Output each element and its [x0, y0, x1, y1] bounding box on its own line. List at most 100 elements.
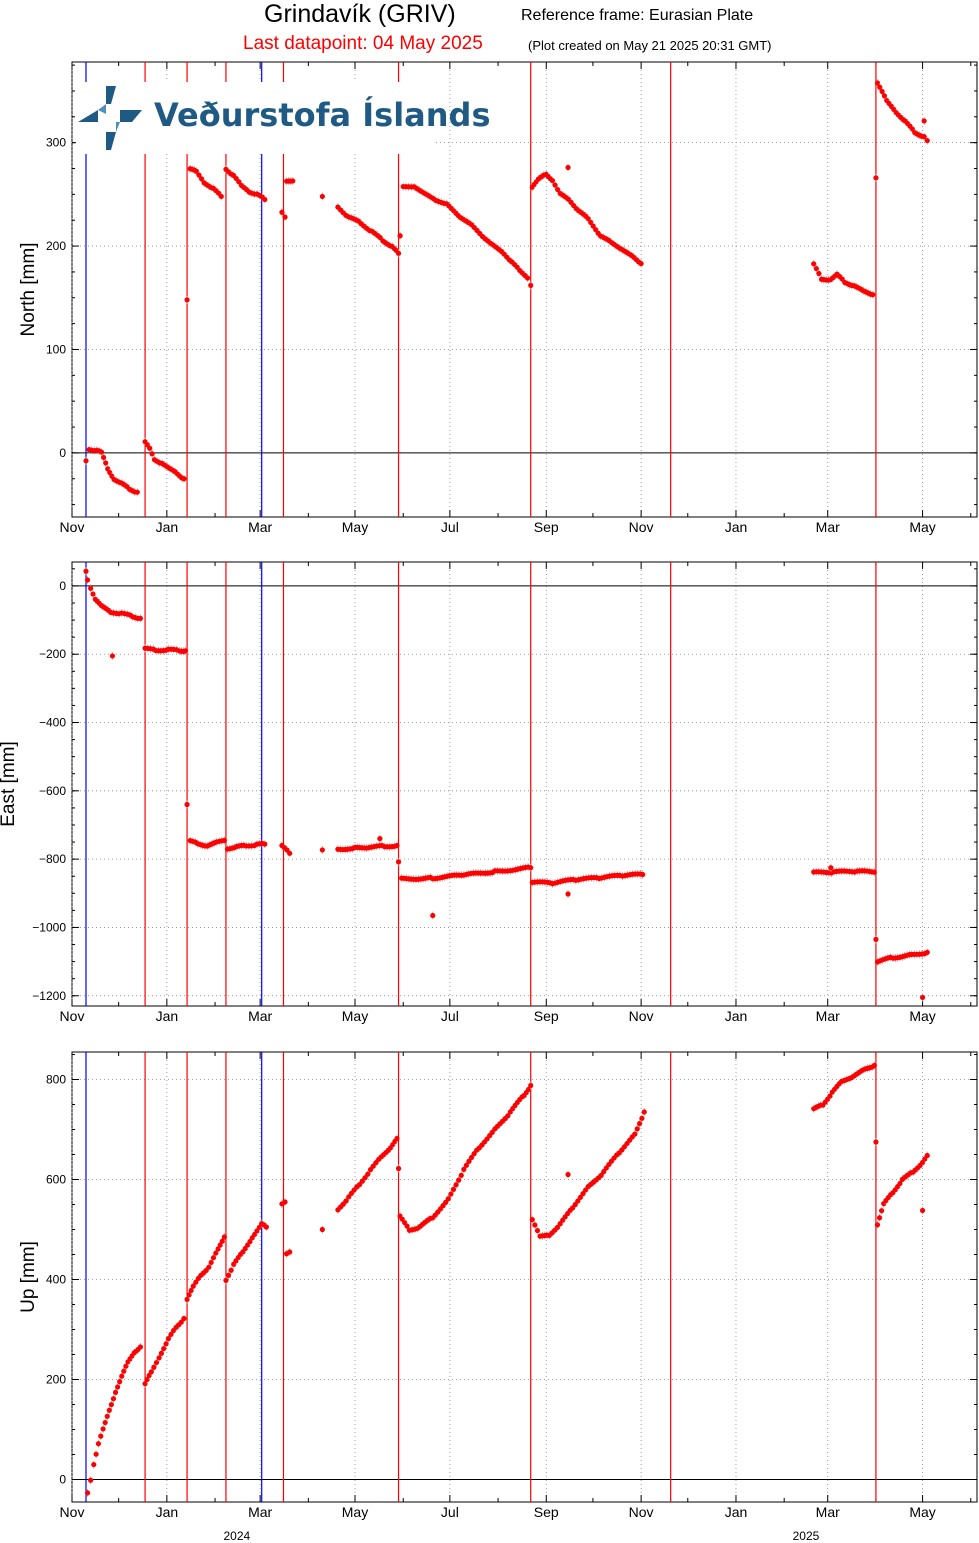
- y-tick-label: −800: [39, 852, 66, 866]
- data-point: [640, 871, 646, 878]
- data-point: [93, 1451, 99, 1457]
- data-point: [225, 1272, 232, 1278]
- data-point: [109, 653, 116, 659]
- x-tick-label: Jan: [725, 1504, 748, 1520]
- data-point: [811, 261, 817, 267]
- data-point: [394, 842, 400, 849]
- data-point: [469, 1154, 475, 1160]
- data-point: [123, 1363, 129, 1369]
- x-tick-label: Mar: [816, 519, 840, 535]
- data-point: [186, 1292, 192, 1298]
- data-point: [279, 209, 285, 215]
- plot-title: Grindavík (GRIV): [264, 0, 456, 28]
- x-tick-label: Mar: [816, 1008, 840, 1024]
- data-point: [262, 196, 268, 203]
- data-point: [585, 216, 591, 222]
- data-point: [121, 1368, 127, 1374]
- panel-frame: [71, 1051, 978, 1503]
- y-tick-label: 400: [46, 1273, 66, 1287]
- x-tick-label: Mar: [816, 1504, 840, 1520]
- data-point: [395, 859, 402, 865]
- x-tick-label: Nov: [629, 1008, 654, 1024]
- data-point: [598, 1172, 604, 1178]
- x-tick-label: Jul: [441, 519, 459, 535]
- data-point: [525, 275, 531, 281]
- data-point: [565, 1171, 571, 1178]
- data-point: [528, 282, 534, 288]
- data-point: [456, 1177, 462, 1183]
- x-tick-label: Mar: [248, 1008, 272, 1024]
- last-datapoint: Last datapoint: 04 May 2025: [243, 33, 483, 54]
- y-tick-label: 200: [46, 239, 66, 253]
- data-point: [813, 265, 819, 272]
- data-point: [924, 949, 930, 955]
- data-point: [555, 186, 561, 193]
- data-point: [554, 1224, 561, 1230]
- data-point: [104, 1413, 110, 1419]
- data-point: [181, 476, 187, 482]
- data-point: [404, 1223, 410, 1229]
- x-tick-label: May: [342, 1008, 368, 1024]
- data-point: [213, 1250, 219, 1256]
- data-point: [588, 219, 594, 225]
- data-point: [84, 1490, 91, 1496]
- data-point: [198, 176, 205, 182]
- x-tick-label: Sep: [534, 1008, 559, 1024]
- data-point: [575, 1198, 581, 1204]
- x-tick-label: May: [342, 1504, 368, 1520]
- data-point: [534, 1227, 541, 1234]
- data-point: [144, 1376, 150, 1383]
- data-point: [98, 449, 105, 455]
- data-point: [394, 1135, 400, 1142]
- data-point: [873, 175, 879, 181]
- data-point: [142, 1381, 148, 1387]
- data-point: [871, 1062, 877, 1069]
- data-point: [395, 250, 402, 256]
- data-point: [101, 454, 107, 461]
- data-point: [256, 1224, 262, 1230]
- data-point: [877, 84, 883, 90]
- data-point: [924, 1152, 930, 1159]
- data-point: [632, 1131, 638, 1137]
- data-point: [184, 1296, 190, 1302]
- data-point: [897, 1180, 903, 1187]
- data-point: [193, 168, 199, 174]
- data-point: [165, 1336, 172, 1342]
- data-point: [921, 134, 927, 140]
- data-point: [430, 912, 436, 919]
- data-point: [106, 1407, 112, 1413]
- y-tick-label: 100: [46, 342, 66, 356]
- panel-3: 0 200 400 600 800 Nov Jan Mar May Jul Sep Nov Jan Mar…: [18, 1051, 978, 1520]
- data-point: [110, 1396, 117, 1402]
- data-point: [83, 568, 89, 574]
- x-tick-label: Nov: [60, 1504, 85, 1520]
- x-tick-label: Jan: [156, 519, 179, 535]
- data-point: [210, 1255, 217, 1261]
- data-point: [236, 179, 242, 185]
- data-point: [466, 1158, 472, 1164]
- data-point: [874, 1222, 881, 1228]
- data-point: [828, 865, 834, 871]
- data-point: [881, 93, 888, 99]
- data-point: [103, 460, 109, 466]
- data-point: [873, 1139, 879, 1145]
- x-tick-label: May: [909, 1008, 935, 1024]
- data-point: [816, 270, 822, 277]
- data-point: [876, 1215, 883, 1221]
- data-point: [149, 451, 155, 457]
- data-point: [287, 850, 293, 856]
- y-tick-label: −200: [39, 647, 66, 661]
- data-point: [924, 137, 930, 144]
- x-tick-label: Nov: [629, 519, 654, 535]
- data-point: [90, 591, 96, 597]
- data-point: [228, 1267, 234, 1273]
- data-point: [156, 1355, 162, 1361]
- data-point: [193, 1279, 199, 1285]
- data-point: [147, 445, 153, 451]
- data-point: [453, 1182, 459, 1188]
- data-point: [168, 1331, 174, 1338]
- data-point: [217, 1242, 223, 1248]
- data-point: [397, 233, 403, 239]
- x-tick-label: Mar: [248, 519, 272, 535]
- data-point: [590, 223, 596, 229]
